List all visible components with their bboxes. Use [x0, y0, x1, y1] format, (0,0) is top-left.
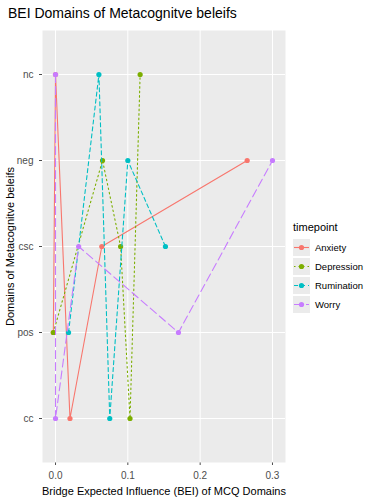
svg-text:Depression: Depression — [315, 261, 363, 272]
svg-text:nc: nc — [23, 69, 34, 80]
svg-text:Domains of Metacognitve beleif: Domains of Metacognitve beleifs — [4, 167, 16, 326]
svg-text:pos: pos — [17, 327, 33, 338]
svg-text:Rumination: Rumination — [315, 280, 363, 291]
html-text:BEI Domains of Metacognitve be: BEI Domains of Metacognitve beleifs — [8, 5, 237, 21]
svg-text:0.2: 0.2 — [193, 470, 207, 481]
svg-text:0.3: 0.3 — [266, 470, 280, 481]
svg-text:Bridge Expected Influence (BEI: Bridge Expected Influence (BEI) of MCQ D… — [42, 485, 286, 497]
svg-text:Worry: Worry — [315, 299, 340, 310]
svg-text:timepoint: timepoint — [293, 221, 338, 233]
svg-text:0.1: 0.1 — [121, 470, 135, 481]
svg-text:cc: cc — [24, 413, 34, 424]
svg-text:Anxiety: Anxiety — [315, 242, 346, 253]
svg-text:0.0: 0.0 — [49, 470, 63, 481]
svg-text:neg: neg — [17, 155, 34, 166]
svg-text:csc: csc — [19, 241, 34, 252]
